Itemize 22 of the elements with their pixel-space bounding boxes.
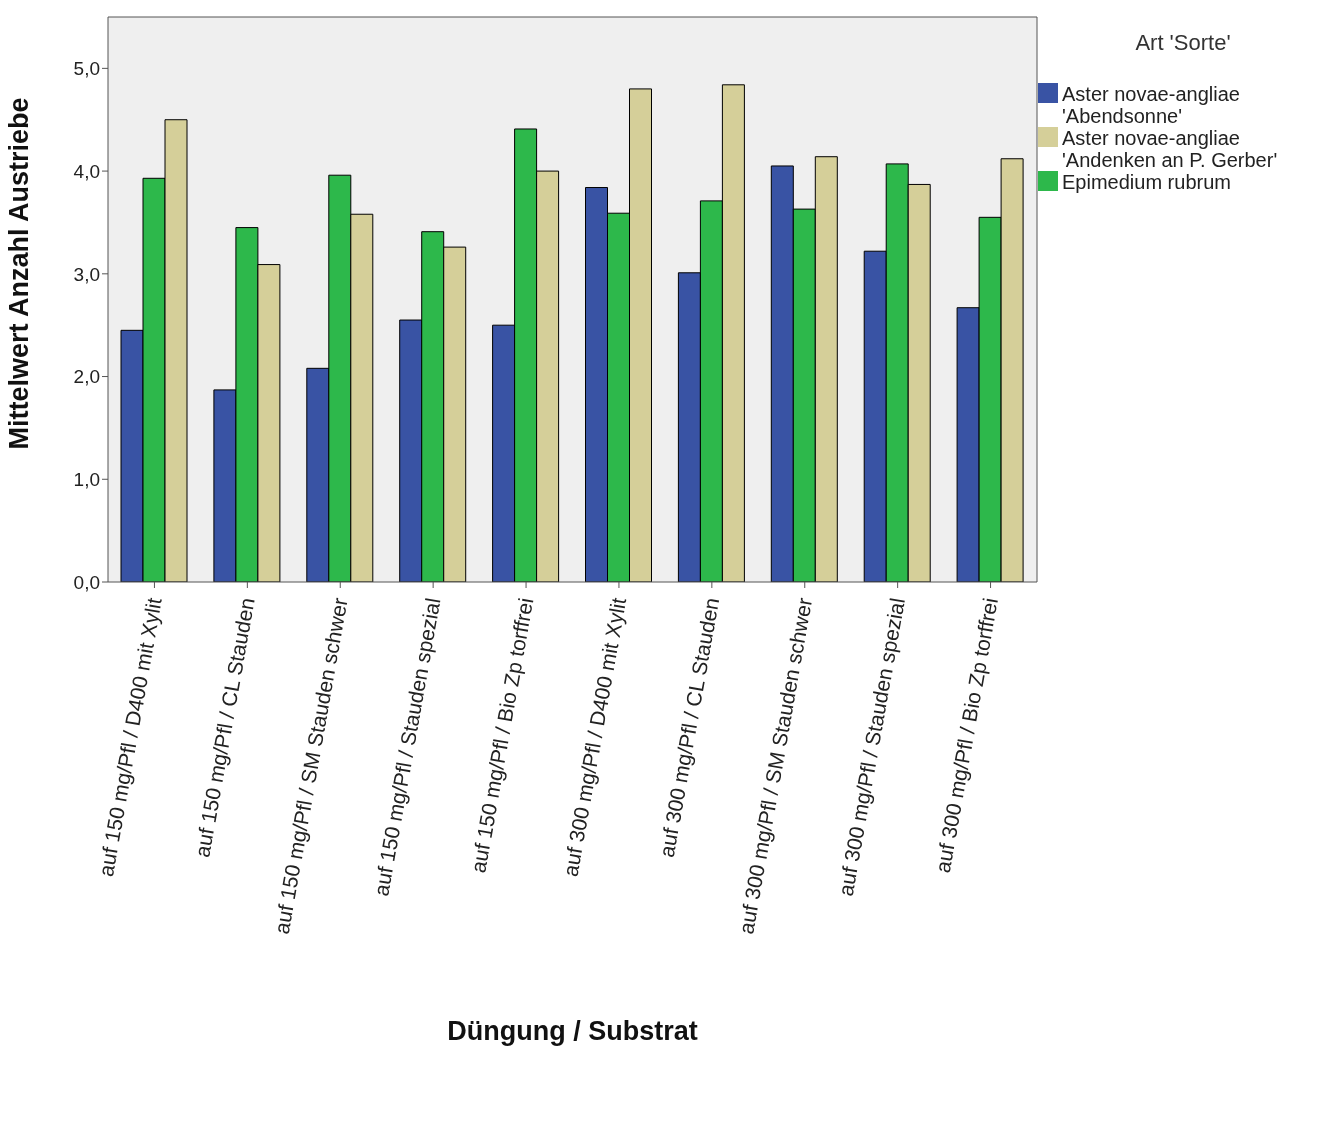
y-tick-label: 0,0	[73, 571, 100, 593]
y-tick-label: 2,0	[73, 366, 100, 388]
y-tick-label: 1,0	[73, 469, 100, 491]
x-axis-title: Düngung / Substrat	[447, 1016, 698, 1046]
x-tick-label: auf 150 mg/Pfl / Stauden spezial	[369, 596, 445, 898]
y-tick-label: 4,0	[73, 160, 100, 182]
legend-label: Epimedium rubrum	[1062, 171, 1232, 193]
x-tick-label: auf 300 mg/Pfl / CL Stauden	[654, 596, 724, 860]
x-tick-label: auf 150 mg/Pfl / SM Stauden schwer	[269, 596, 352, 936]
legend-label: Aster novae-angliae 'Andenken an P. Gerber'	[1062, 127, 1279, 171]
x-tick-label: auf 300 mg/Pfl / D400 mit Xylit	[558, 595, 631, 879]
x-tick-label: auf 150 mg/Pfl / D400 mit Xylit	[94, 595, 166, 879]
x-tick-label: auf 150 mg/Pfl / CL Stauden	[190, 596, 259, 860]
y-axis-title: Mittelwert Anzahl Austriebe	[3, 97, 34, 450]
x-tick-label: auf 150 mg/Pfl / Bio Zp torffrei	[466, 596, 538, 875]
x-tick-label: auf 300 mg/Pfl / Stauden spezial	[833, 596, 909, 898]
y-tick-label: 5,0	[73, 58, 100, 80]
legend-label: Aster novae-angliae 'Abendsonne'	[1062, 83, 1241, 127]
x-tick-label: auf 300 mg/Pfl / SM Stauden schwer	[734, 596, 817, 936]
x-tick-label: auf 300 mg/Pfl / Bio Zp torffrei	[930, 596, 1002, 875]
y-tick-label: 3,0	[73, 263, 100, 285]
legend-title: Art 'Sorte'	[1134, 30, 1232, 56]
